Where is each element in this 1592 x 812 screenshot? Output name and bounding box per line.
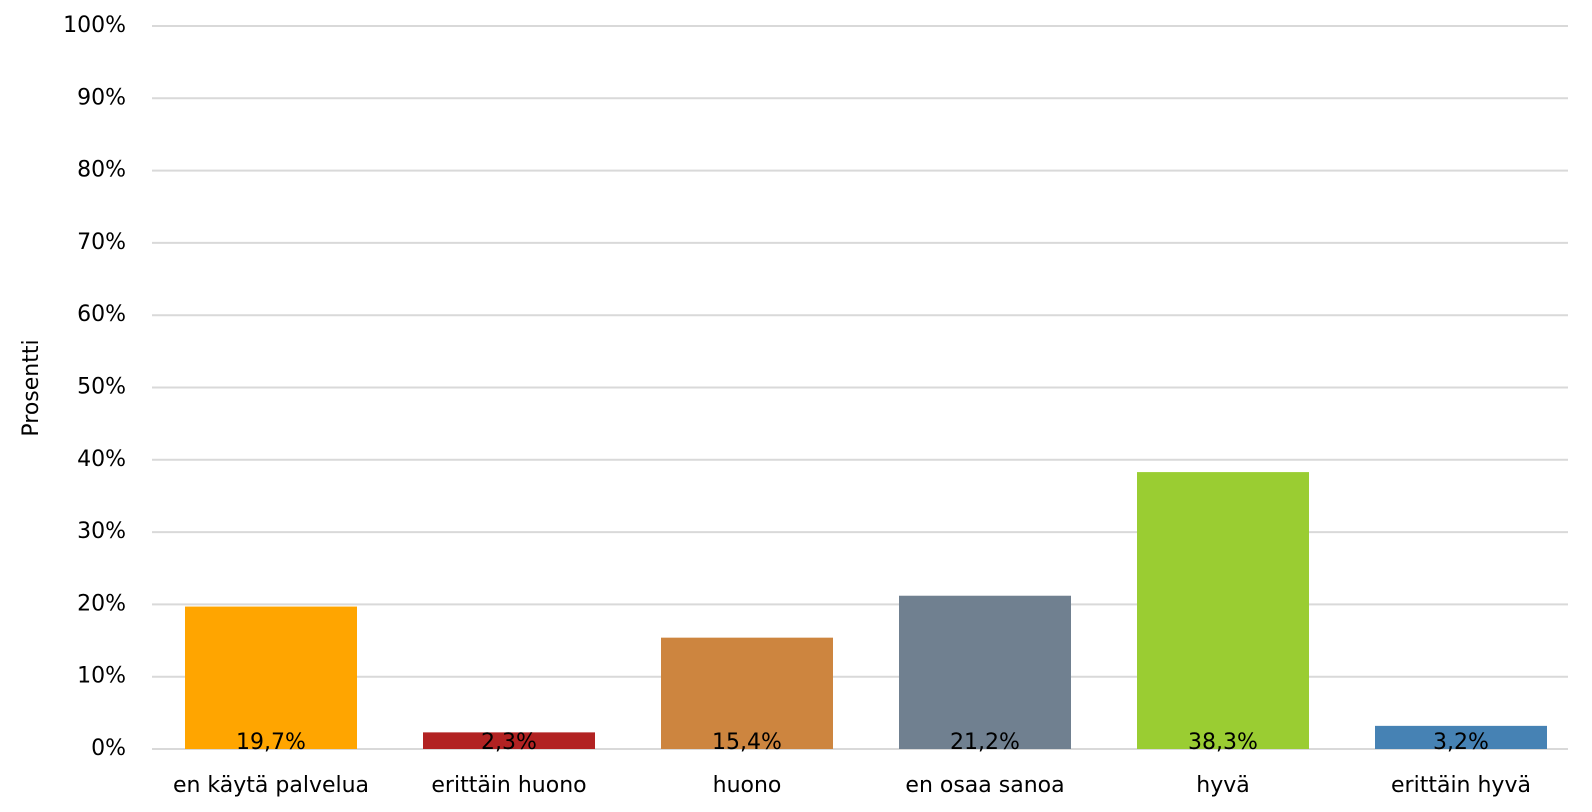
y-tick-label: 70%: [77, 230, 126, 255]
data-label: 38,3%: [1188, 730, 1258, 755]
y-tick-label: 40%: [77, 447, 126, 472]
y-axis-label: Prosentti: [19, 339, 44, 436]
data-label: 2,3%: [481, 730, 537, 755]
data-label: 3,2%: [1433, 730, 1489, 755]
x-tick-label: en osaa sanoa: [905, 773, 1064, 798]
y-tick-label: 20%: [77, 591, 126, 616]
x-tick-label: erittäin hyvä: [1391, 773, 1531, 798]
x-tick-label: en käytä palvelua: [173, 773, 369, 798]
y-tick-label: 100%: [63, 13, 126, 38]
y-tick-label: 80%: [77, 158, 126, 183]
x-tick-label: hyvä: [1196, 773, 1249, 798]
y-tick-label: 10%: [77, 664, 126, 689]
x-tick-label: huono: [713, 773, 782, 798]
bar: [185, 606, 357, 749]
data-label: 19,7%: [236, 730, 306, 755]
x-tick-label: erittäin huono: [431, 773, 586, 798]
y-tick-label: 90%: [77, 85, 126, 110]
y-tick-label: 60%: [77, 302, 126, 327]
bar: [423, 732, 595, 749]
bar: [1137, 472, 1309, 749]
y-tick-label: 0%: [91, 736, 126, 761]
bar: [661, 637, 833, 749]
bar: [1375, 725, 1547, 749]
y-tick-label: 50%: [77, 375, 126, 400]
data-label: 15,4%: [712, 730, 782, 755]
data-label: 21,2%: [950, 730, 1020, 755]
y-tick-label: 30%: [77, 519, 126, 544]
bar: [899, 595, 1071, 749]
